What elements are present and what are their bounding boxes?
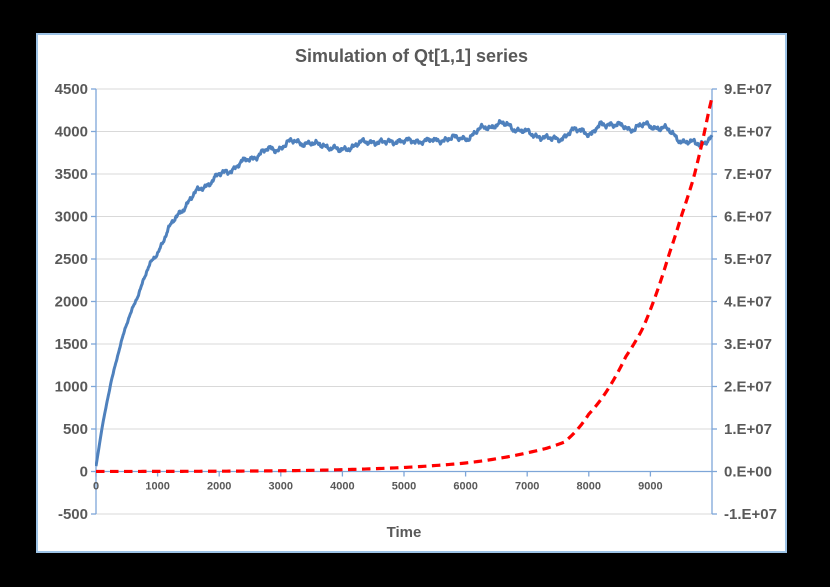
left-axis-tick-label: 3500	[55, 166, 88, 183]
x-axis-tick-label: 1000	[145, 481, 169, 493]
left-axis-tick-label: 2000	[55, 294, 88, 311]
x-axis-tick-label: 6000	[453, 481, 477, 493]
x-axis-tick-label: 3000	[269, 481, 293, 493]
left-axis-tick-label: -500	[58, 506, 88, 523]
x-axis-tick-label: 8000	[577, 481, 601, 493]
left-axis-tick-label: 2500	[55, 251, 88, 268]
right-axis-tick-label: 3.E+07	[724, 336, 772, 353]
left-axis-tick-label: 3000	[55, 209, 88, 226]
chart-panel: 4500 9.E+07 4000 8.E+07 3500 7.E+07 3000 6.E+07…	[36, 33, 787, 553]
right-axis-tick-label: -1.E+07	[724, 506, 777, 523]
x-axis-tick-label: 4000	[330, 481, 354, 493]
chart-svg: 4500 9.E+07 4000 8.E+07 3500 7.E+07 3000 6.E+07…	[55, 81, 777, 523]
x-axis-tick-label: 2000	[207, 481, 231, 493]
x-axis-tick-label: 9000	[638, 481, 662, 493]
right-axis-tick-label: 7.E+07	[724, 166, 772, 183]
right-axis-tick-label: 0.E+00	[724, 464, 772, 481]
left-axis-tick-label: 1500	[55, 336, 88, 353]
right-axis-tick-label: 9.E+07	[724, 81, 772, 98]
right-axis-tick-label: 4.E+07	[724, 294, 772, 311]
x-axis-tick-label: 5000	[392, 481, 416, 493]
chart-title: Simulation of Qt[1,1] series	[294, 46, 529, 66]
left-axis-tick-label: 4000	[55, 124, 88, 141]
left-axis-tick-label: 500	[63, 421, 88, 438]
right-axis-tick-label: 5.E+07	[724, 251, 772, 268]
x-axis-tick-label: 7000	[515, 481, 539, 493]
x-axis-tick-label: 0	[93, 481, 99, 493]
right-axis-tick-label: 1.E+07	[724, 421, 772, 438]
right-axis-tick-label: 6.E+07	[724, 209, 772, 226]
series-line-qt	[95, 119, 714, 467]
left-axis-tick-label: 4500	[55, 81, 88, 98]
left-axis-tick-label: 1000	[55, 379, 88, 396]
right-axis-tick-label: 8.E+07	[724, 124, 772, 141]
series-line-exponential	[96, 97, 714, 474]
left-axis-tick-label: 0	[80, 464, 88, 481]
x-axis-title: Time	[386, 524, 422, 541]
right-axis-tick-label: 2.E+07	[724, 379, 772, 396]
